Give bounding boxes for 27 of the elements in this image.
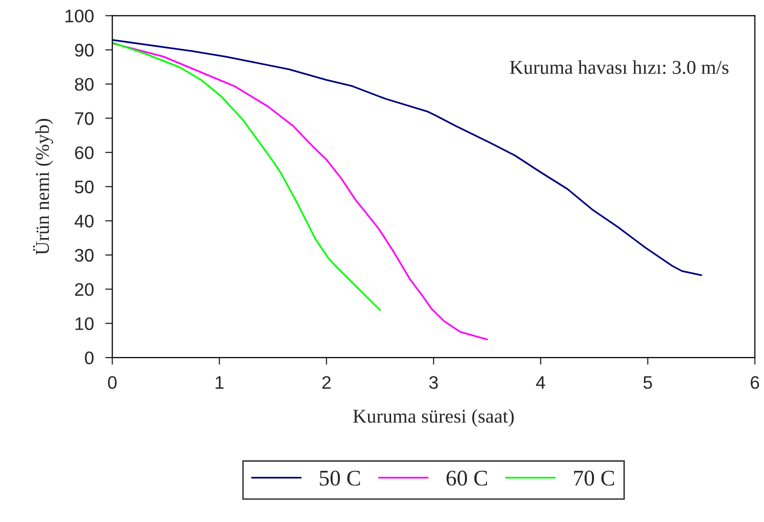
y-tick-label: 90 — [75, 44, 94, 57]
y-tick-label: 20 — [75, 283, 94, 296]
y-tick-label: 10 — [76, 317, 94, 330]
x-tick-label: 1 — [216, 376, 224, 389]
line-series — [112, 42, 381, 311]
x-tick-label: 6 — [750, 376, 760, 389]
y-tick-label: 70 — [75, 112, 94, 125]
y-axis-title: Ürün nemi (%yb) — [33, 118, 54, 255]
annotation: Kuruma havası hızı: 3.0 m/s — [510, 60, 728, 74]
legend-label: 70 C — [574, 470, 614, 486]
line-series — [112, 39, 702, 276]
x-tick-label: 3 — [429, 376, 438, 389]
x-axis-title: Kuruma süresi (saat) — [353, 409, 514, 427]
y-tick-label: 60 — [75, 146, 94, 160]
x-tick-label: 4 — [536, 376, 546, 389]
y-tick-label: 30 — [74, 248, 94, 262]
x-tick-label: 2 — [322, 376, 331, 389]
y-tick-label: 80 — [74, 78, 94, 91]
line-series — [112, 42, 488, 340]
x-tick-label: 5 — [643, 376, 652, 389]
x-tick-label: 0 — [108, 376, 117, 389]
legend-label: 60 C — [446, 470, 487, 486]
y-tick-label: 50 — [74, 180, 94, 194]
y-tick-label: 0 — [84, 352, 94, 364]
y-tick-label: 100 — [66, 10, 94, 22]
y-tick-label: 40 — [74, 214, 94, 228]
legend-label: 50 C — [320, 470, 360, 486]
